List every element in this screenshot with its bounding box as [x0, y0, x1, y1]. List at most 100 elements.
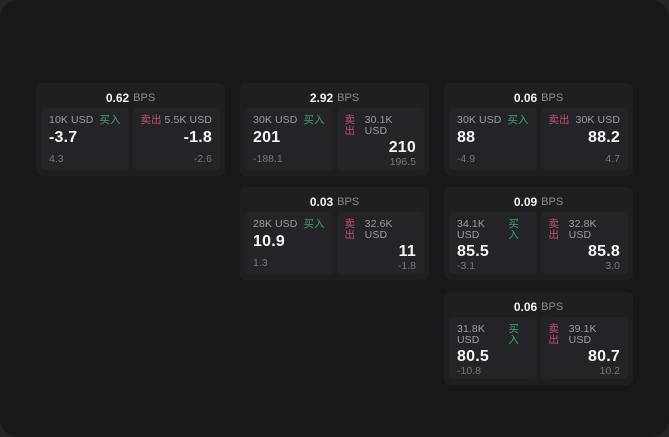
panels: 34.1K USD 买入 85.5 -3.1 卖出 32.8K USD 85.8…: [449, 212, 628, 274]
panels: 30K USD 买入 201 -188.1 卖出 30.1K USD 210 1…: [245, 108, 424, 170]
sell-label: 卖出: [344, 218, 356, 241]
buy-panel[interactable]: 10K USD 买入 -3.7 4.3: [41, 108, 129, 170]
buy-label-row: 31.8K USD 买入: [457, 324, 529, 345]
buy-change: 4.3: [49, 152, 64, 165]
sell-label: 卖出: [548, 218, 560, 241]
card-header: 0.09 BPS: [449, 191, 628, 212]
bps-value: 0.06: [513, 90, 538, 105]
bps-value: 0.62: [105, 90, 130, 105]
bps-value: 0.03: [309, 194, 334, 209]
sell-price: 88.2: [588, 128, 620, 146]
sell-amount: 32.6K USD: [364, 218, 393, 241]
sell-label-row: 卖出 32.6K USD: [345, 219, 417, 240]
buy-change: -4.9: [457, 152, 476, 165]
panels: 30K USD 买入 88 -4.9 卖出 30K USD 88.2 4.7: [449, 108, 628, 170]
buy-label: 买入: [303, 114, 325, 126]
bps-unit: BPS: [337, 195, 360, 208]
sell-panel[interactable]: 卖出 30.1K USD 210 196.5: [336, 108, 424, 170]
sell-price: 11: [398, 243, 416, 260]
sell-amount: 5.5K USD: [164, 114, 212, 126]
sell-label: 卖出: [548, 323, 560, 346]
sell-price: -1.8: [183, 128, 212, 146]
buy-label-row: 10K USD 买入: [49, 115, 121, 126]
buy-label: 买入: [508, 218, 519, 241]
buy-amount: 31.8K USD: [457, 323, 485, 346]
sell-amount: 39.1K USD: [568, 323, 597, 346]
sell-label-row: 卖出 30K USD: [549, 115, 621, 126]
buy-label-row: 34.1K USD 买入: [457, 219, 529, 240]
bps-unit: BPS: [541, 91, 564, 104]
quote-card-6: 0.06 BPS 31.8K USD 买入 80.5 -10.8 卖出 39.1…: [444, 292, 633, 385]
quote-card-5: 0.09 BPS 34.1K USD 买入 85.5 -3.1 卖出 32.8K…: [444, 187, 633, 280]
sell-label-row: 卖出 39.1K USD: [549, 324, 621, 345]
buy-label: 买入: [303, 218, 325, 230]
buy-change: -188.1: [253, 152, 283, 165]
card-header: 0.06 BPS: [449, 296, 628, 317]
sell-label-row: 卖出 30.1K USD: [345, 115, 417, 136]
buy-label: 买入: [99, 114, 121, 126]
bps-unit: BPS: [541, 195, 564, 208]
sell-change: 10.2: [599, 364, 620, 377]
buy-price: -3.7: [49, 128, 78, 146]
card-header: 0.03 BPS: [245, 191, 424, 212]
sell-label-row: 卖出 32.8K USD: [549, 219, 621, 240]
buy-panel[interactable]: 31.8K USD 买入 80.5 -10.8: [449, 317, 537, 379]
bps-unit: BPS: [133, 91, 156, 104]
panels: 31.8K USD 买入 80.5 -10.8 卖出 39.1K USD 80.…: [449, 317, 628, 379]
panels: 10K USD 买入 -3.7 4.3 卖出 5.5K USD -1.8 -2.…: [41, 108, 220, 170]
buy-label: 买入: [507, 114, 529, 126]
buy-change: -3.1: [457, 259, 476, 272]
buy-label-row: 30K USD 买入: [253, 115, 325, 126]
sell-label: 卖出: [140, 114, 162, 126]
sell-change: -2.6: [193, 152, 212, 165]
buy-panel[interactable]: 30K USD 买入 88 -4.9: [449, 108, 537, 170]
quote-card-4: 0.06 BPS 30K USD 买入 88 -4.9 卖出 30K USD 8…: [444, 83, 633, 176]
panels: 28K USD 买入 10.9 1.3 卖出 32.6K USD 11 -1.8: [245, 212, 424, 274]
sell-change: 3.0: [605, 259, 620, 272]
buy-panel[interactable]: 30K USD 买入 201 -188.1: [245, 108, 333, 170]
sell-price: 85.8: [588, 243, 620, 260]
sell-amount: 30K USD: [575, 114, 620, 126]
bps-unit: BPS: [541, 300, 564, 313]
buy-price: 85.5: [457, 243, 489, 260]
sell-amount: 32.8K USD: [568, 218, 597, 241]
bps-value: 0.06: [513, 299, 538, 314]
bps-unit: BPS: [337, 91, 360, 104]
buy-panel[interactable]: 28K USD 买入 10.9 1.3: [245, 212, 333, 274]
buy-label: 买入: [508, 323, 519, 346]
bps-value: 0.09: [513, 194, 538, 209]
quote-card-3: 0.03 BPS 28K USD 买入 10.9 1.3 卖出 32.6K US…: [240, 187, 429, 280]
sell-panel[interactable]: 卖出 30K USD 88.2 4.7: [540, 108, 628, 170]
card-header: 2.92 BPS: [245, 87, 424, 108]
buy-amount: 34.1K USD: [457, 218, 485, 241]
card-header: 0.06 BPS: [449, 87, 628, 108]
buy-amount: 30K USD: [253, 114, 298, 126]
sell-price: 210: [388, 139, 416, 156]
sell-panel[interactable]: 卖出 32.6K USD 11 -1.8: [336, 212, 424, 274]
buy-amount: 28K USD: [253, 218, 298, 230]
quote-card-1: 0.62 BPS 10K USD 买入 -3.7 4.3 卖出 5.5K USD…: [36, 83, 225, 176]
sell-label-row: 卖出 5.5K USD: [141, 115, 213, 126]
buy-price: 80.5: [457, 348, 489, 365]
buy-price: 201: [253, 128, 281, 146]
buy-change: -10.8: [457, 364, 481, 377]
buy-change: 1.3: [253, 256, 268, 269]
card-header: 0.62 BPS: [41, 87, 220, 108]
quote-card-2: 2.92 BPS 30K USD 买入 201 -188.1 卖出 30.1K …: [240, 83, 429, 176]
sell-label: 卖出: [344, 114, 356, 137]
sell-panel[interactable]: 卖出 5.5K USD -1.8 -2.6: [132, 108, 220, 170]
buy-amount: 10K USD: [49, 114, 94, 126]
sell-panel[interactable]: 卖出 39.1K USD 80.7 10.2: [540, 317, 628, 379]
buy-panel[interactable]: 34.1K USD 买入 85.5 -3.1: [449, 212, 537, 274]
sell-change: 4.7: [605, 152, 620, 165]
sell-panel[interactable]: 卖出 32.8K USD 85.8 3.0: [540, 212, 628, 274]
sell-label: 卖出: [548, 114, 570, 126]
buy-label-row: 30K USD 买入: [457, 115, 529, 126]
sell-amount: 30.1K USD: [364, 114, 393, 137]
buy-amount: 30K USD: [457, 114, 502, 126]
bps-value: 2.92: [309, 90, 334, 105]
sell-change: -1.8: [397, 259, 416, 272]
buy-price: 10.9: [253, 232, 285, 250]
sell-change: 196.5: [389, 155, 416, 168]
